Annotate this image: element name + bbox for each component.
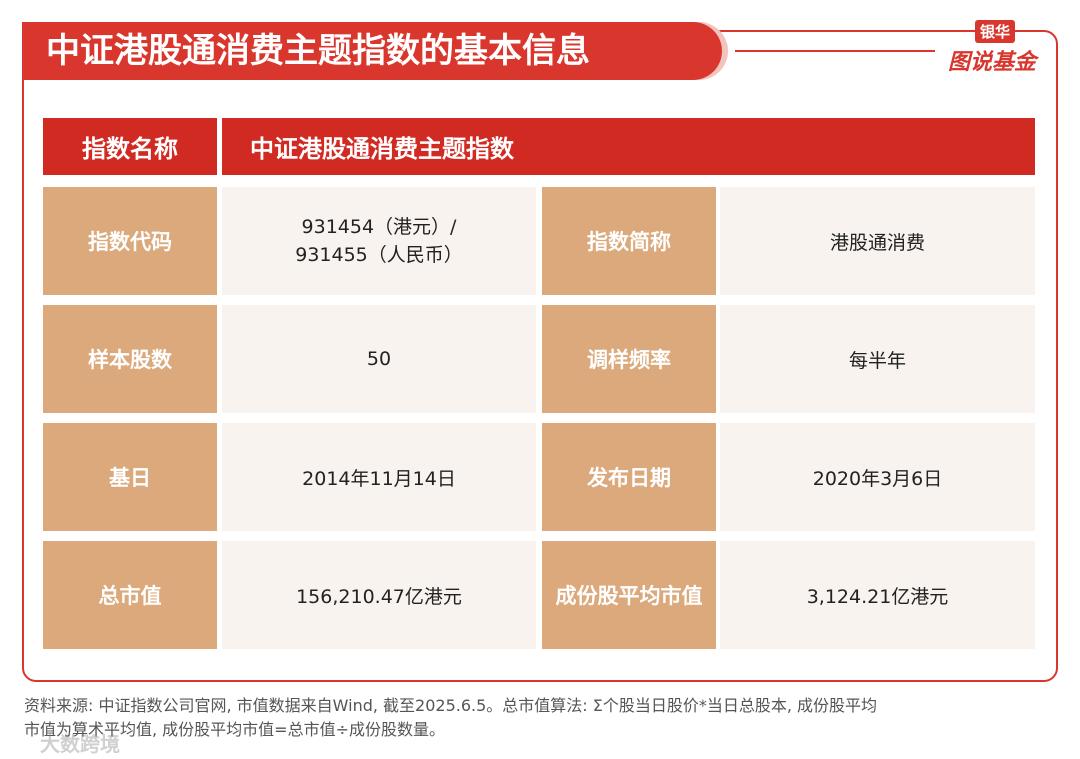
label-cell: 调样频率 bbox=[542, 305, 716, 413]
value-cell: 3,124.21亿港元 bbox=[720, 541, 1035, 649]
logo-top: 银华 bbox=[975, 20, 1016, 43]
label-cell: 基日 bbox=[43, 423, 217, 531]
label-cell: 发布日期 bbox=[542, 423, 716, 531]
label-cell: 成份股平均市值 bbox=[542, 541, 716, 649]
label-cell: 指数简称 bbox=[542, 187, 716, 295]
label-cell: 样本股数 bbox=[43, 305, 217, 413]
value-cell: 156,210.47亿港元 bbox=[222, 541, 536, 649]
footnote: 资料来源: 中证指数公司官网, 市值数据来自Wind, 截至2025.6.5。总… bbox=[24, 696, 878, 715]
value-cell: 港股通消费 bbox=[720, 187, 1035, 295]
title: 中证港股通消费主题指数的基本信息 bbox=[22, 22, 722, 80]
value-cell: 931454（港元）/ 931455（人民币） bbox=[222, 187, 536, 295]
watermark: 大数跨境 bbox=[40, 732, 120, 756]
value-cell: 2014年11月14日 bbox=[222, 423, 536, 531]
logo-bottom: 图说基金 bbox=[948, 50, 1037, 75]
value-cell: 2020年3月6日 bbox=[720, 423, 1035, 531]
rule bbox=[735, 50, 935, 52]
footnote: 市值为算术平均值, 成份股平均市值=总市值÷成份股数量。 bbox=[24, 720, 445, 739]
label-cell: 指数名称 bbox=[43, 118, 217, 175]
value-line: 931454（港元）/ bbox=[301, 216, 457, 238]
label-cell: 总市值 bbox=[43, 541, 217, 649]
value-line: 931455（人民币） bbox=[295, 244, 463, 266]
value-cell: 中证港股通消费主题指数 bbox=[222, 118, 1035, 175]
label-cell: 指数代码 bbox=[43, 187, 217, 295]
value-cell: 50 bbox=[222, 305, 536, 413]
value-cell: 每半年 bbox=[720, 305, 1035, 413]
